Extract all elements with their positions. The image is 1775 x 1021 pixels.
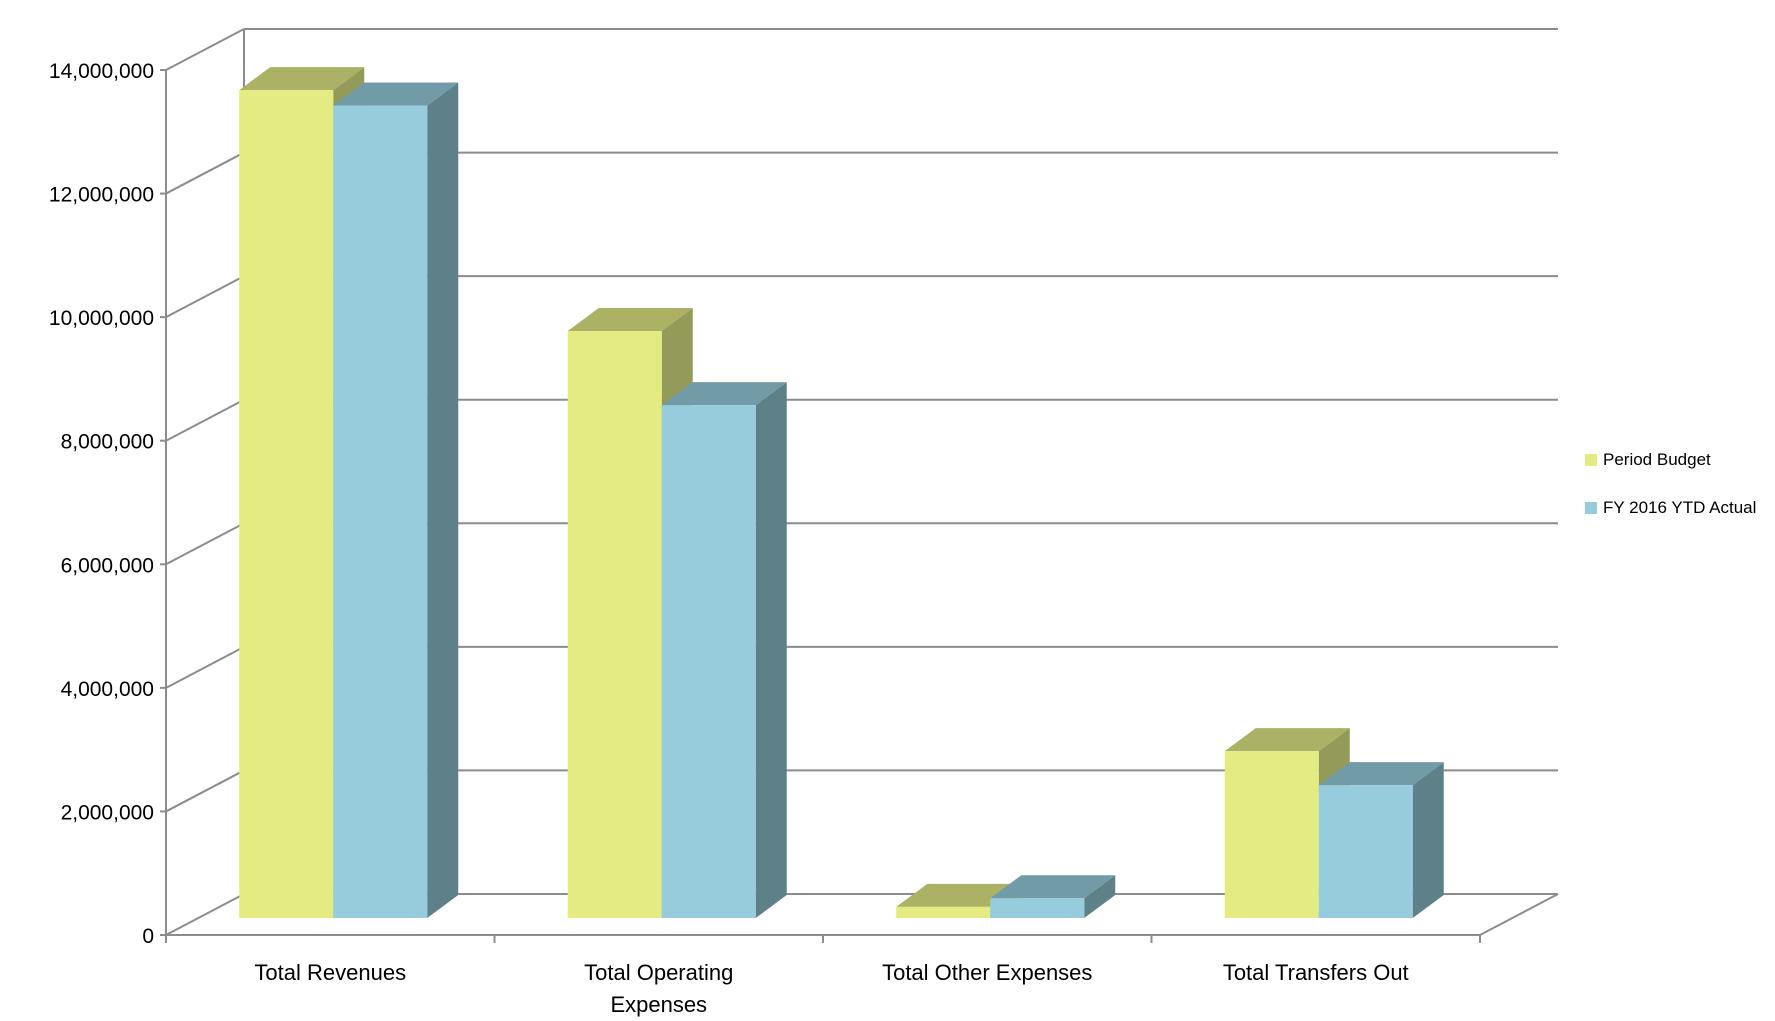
x-tick-label: Total Revenues [254,960,406,985]
bar-top [333,82,459,106]
bar [567,331,662,918]
bar-top [567,308,693,332]
grid-line-side [165,398,245,442]
bar [896,906,991,918]
bar-side [1084,875,1116,918]
y-tick-label: 6,000,000 [61,554,154,577]
bar [333,105,428,918]
bar-side [427,82,459,918]
bar [661,405,756,918]
legend-label: FY 2016 YTD Actual [1603,498,1757,517]
y-tick-label: 4,000,000 [61,678,154,701]
y-tick-label: 0 [142,925,154,948]
x-tick-label: Total Operating [584,960,733,985]
bar [1318,785,1413,918]
legend-swatch [1585,502,1597,514]
grid-line-side [165,28,245,71]
y-tick-label: 12,000,000 [49,184,154,207]
y-tick-label: 2,000,000 [61,801,154,824]
bar [239,90,334,919]
floor-left-edge [165,893,245,936]
legend-item: Period Budget [1585,448,1756,472]
grid-line-side [165,151,245,195]
legend-swatch [1585,454,1597,466]
bar [1224,751,1319,918]
bar-top [1224,728,1350,752]
floor-right-edge [1479,893,1559,936]
legend-item: FY 2016 YTD Actual [1585,496,1756,520]
x-tick-label: Total Transfers Out [1223,960,1409,985]
grid-line-side [165,522,245,566]
bar-top [990,875,1116,899]
grid-line-side [165,645,245,689]
x-tick-label: Total Other Expenses [882,960,1092,985]
bar-top [239,67,365,91]
y-tick-label: 8,000,000 [61,431,154,454]
bar-top [1318,762,1444,786]
grid-line-side [165,769,245,813]
grid-line-side [165,275,245,319]
bar-side [1412,762,1444,918]
bar-top [661,382,787,406]
x-tick-label: Expenses [610,992,707,1017]
legend-label: Period Budget [1603,450,1711,469]
bar-side [755,382,787,918]
y-tick-label: 14,000,000 [49,60,154,83]
bars [239,67,1444,919]
y-tick-label: 10,000,000 [49,307,154,330]
legend: Period Budget FY 2016 YTD Actual [1585,448,1756,544]
bar-top [896,883,1022,907]
y-axis-tick-labels: 0 2,000,000 4,000,000 6,000,000 8,000,000 10,… [49,60,154,948]
grid-lines [165,28,1558,813]
x-axis-category-labels: Total Revenues Total Operating Expenses Tot… [254,960,1408,1017]
bar [990,898,1085,918]
